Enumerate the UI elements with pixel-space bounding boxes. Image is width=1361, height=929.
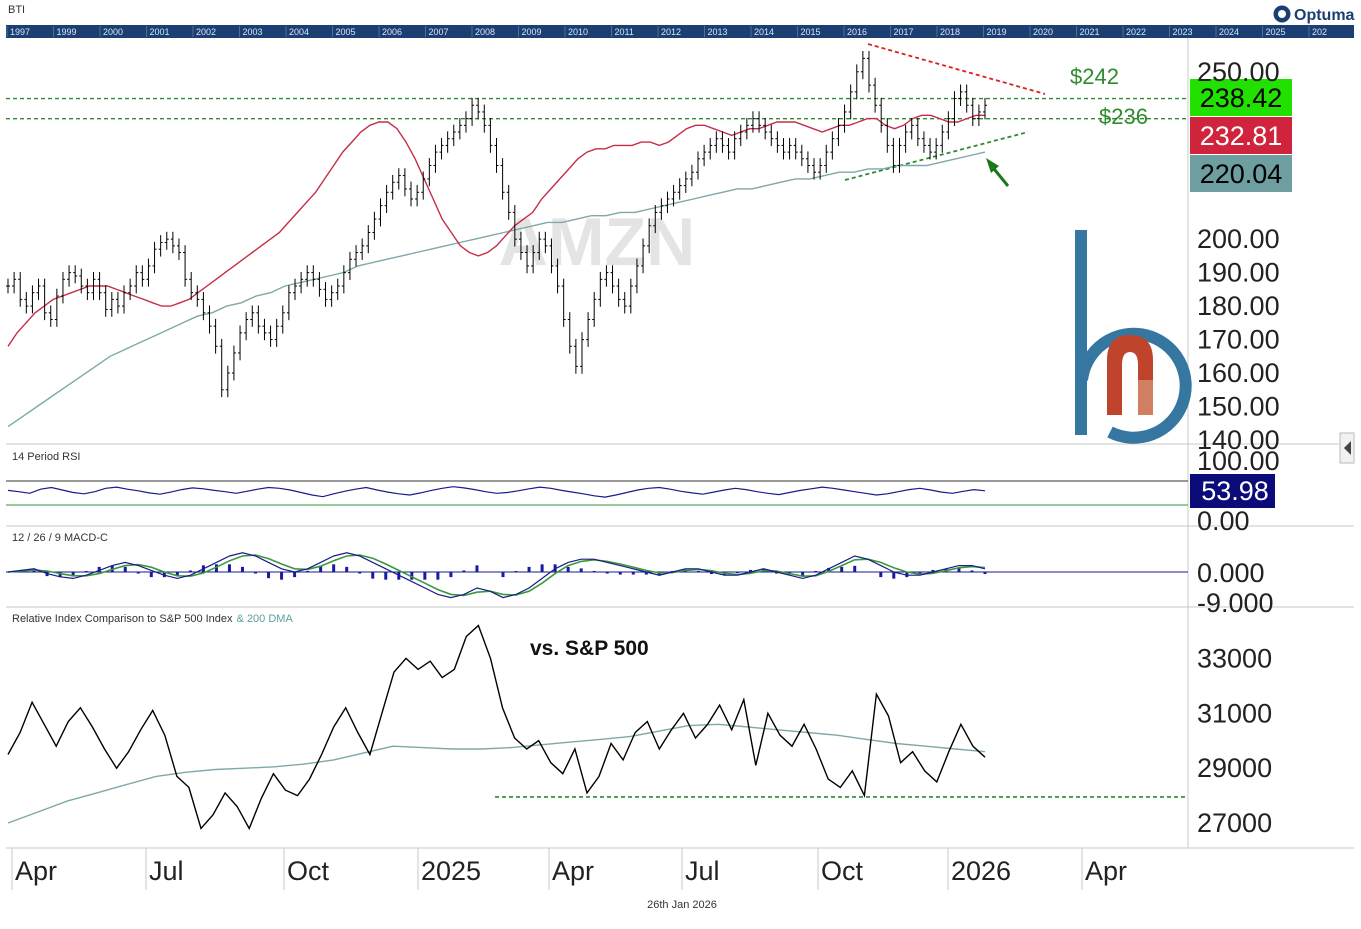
relative-tick-label: 31000 <box>1197 698 1272 728</box>
timeline-year: 2015 <box>801 27 821 37</box>
timeline-bar[interactable] <box>6 25 1354 38</box>
x-tick-label: Oct <box>287 856 330 886</box>
timeline-year: 2007 <box>429 27 449 37</box>
last-value-label: 238.42 <box>1200 83 1283 113</box>
relative-line <box>7 624 986 831</box>
price-tick-label: 180.00 <box>1197 291 1280 321</box>
watermark: AMZN <box>499 204 695 280</box>
macd-title: 12 / 26 / 9 MACD-C <box>12 532 108 544</box>
price-tick-label: 200.00 <box>1197 224 1280 254</box>
macd-tick-label: 0.000 <box>1197 558 1265 588</box>
timeline-year: 2025 <box>1266 27 1286 37</box>
timeline-year: 2001 <box>150 27 170 37</box>
timeline-year: 2024 <box>1219 27 1239 37</box>
rsi-panel: 53.98 <box>6 474 1275 508</box>
rsi-last-value-box <box>1190 474 1275 508</box>
scroll-right-button[interactable] <box>1339 432 1355 464</box>
last-value-label: 232.81 <box>1200 121 1283 151</box>
macd-panel <box>6 552 1188 599</box>
timeline-year: 1999 <box>57 27 77 37</box>
x-tick-label: 2026 <box>951 856 1011 886</box>
timeline-year: 2012 <box>661 27 681 37</box>
chevron-left-icon <box>1344 441 1351 455</box>
x-tick-label: Oct <box>821 856 864 886</box>
x-tick-label: Apr <box>1085 856 1127 886</box>
rsi-title: 14 Period RSI <box>12 451 80 463</box>
timeline-year: 2003 <box>243 27 263 37</box>
relative-annotation: vs. S&P 500 <box>530 637 649 660</box>
timeline-year: 2016 <box>847 27 867 37</box>
ma50-line <box>7 114 985 347</box>
x-tick-label: Apr <box>552 856 594 886</box>
ma200-line <box>7 151 986 428</box>
brand-logo-icon <box>1075 230 1192 444</box>
x-tick-label: Jul <box>685 856 720 886</box>
macd-signal-line <box>7 554 986 597</box>
optuma-brand-text: Optuma <box>1294 7 1355 24</box>
relative-tick-label: 27000 <box>1197 808 1272 838</box>
relative-tick-label: 33000 <box>1197 643 1272 673</box>
symbol-label: BTI <box>8 4 25 16</box>
last-value-label: 220.04 <box>1200 159 1283 189</box>
timeline-year: 2020 <box>1033 27 1053 37</box>
resistance-trendline <box>867 43 1046 95</box>
relative-panel <box>7 624 1188 831</box>
timeline-year: 2006 <box>382 27 402 37</box>
level-label: $242 <box>1070 64 1119 89</box>
timeline-year: 2011 <box>615 27 634 37</box>
timeline-year: 202 <box>1312 27 1327 37</box>
x-tick-label: Jul <box>149 856 184 886</box>
x-tick-label: 2025 <box>421 856 481 886</box>
timeline-year: 2019 <box>987 27 1007 37</box>
price-tick-label: 250.00 <box>1197 57 1280 87</box>
x-tick-label: Apr <box>15 856 57 886</box>
timeline-years: 1997 1999 2000 2001 2002 2003 2004 2005 2006 2007… <box>6 26 1327 37</box>
timeline-year: 2005 <box>336 27 356 37</box>
optuma-logo: Optuma <box>1273 5 1355 24</box>
relative-title: Relative Index Comparison to S&P 500 Ind… <box>12 613 293 625</box>
timeline-year: 2010 <box>568 27 588 37</box>
price-tick-label: 170.00 <box>1197 325 1280 355</box>
timeline-year: 2022 <box>1126 27 1146 37</box>
timeline-year: 2013 <box>708 27 728 37</box>
last-value-box <box>1190 117 1292 154</box>
footer-date: 26th Jan 2026 <box>647 899 717 911</box>
rsi-line <box>7 486 986 498</box>
level-label: $236 <box>1099 104 1148 129</box>
timeline-year: 2017 <box>894 27 914 37</box>
last-value-box <box>1190 155 1292 192</box>
timeline-year: 2002 <box>196 27 216 37</box>
rsi-tick-label: 100.00 <box>1197 446 1280 476</box>
price-tick-label: 190.00 <box>1197 258 1280 288</box>
x-axis: Apr Jul Oct 2025 Apr Jul Oct 2026 Apr <box>11 848 1127 890</box>
timeline-year: 2023 <box>1173 27 1193 37</box>
rsi-last-value-label: 53.98 <box>1201 476 1269 506</box>
timeline-year: 1997 <box>10 27 30 37</box>
timeline-year: 2018 <box>940 27 960 37</box>
timeline-year: 2021 <box>1080 27 1100 37</box>
price-tick-label: 140.00 <box>1197 425 1280 455</box>
timeline-year: 2009 <box>522 27 542 37</box>
price-panel: $242 $236 238.42 232.81 220.04 <box>6 43 1292 428</box>
last-value-box <box>1190 79 1292 116</box>
timeline-year: 2004 <box>289 27 309 37</box>
rsi-tick-label: 0.00 <box>1197 506 1250 536</box>
relative-dma-line <box>7 723 986 824</box>
price-tick-label: 160.00 <box>1197 358 1280 388</box>
annotation-arrow-icon <box>986 158 1010 187</box>
macd-tick-label: -9.000 <box>1197 588 1274 618</box>
timeline-year: 2000 <box>103 27 123 37</box>
macd-line <box>7 552 986 599</box>
timeline-year: 2008 <box>475 27 495 37</box>
relative-tick-label: 29000 <box>1197 753 1272 783</box>
price-tick-label: 150.00 <box>1197 392 1280 422</box>
timeline-year: 2014 <box>754 27 774 37</box>
